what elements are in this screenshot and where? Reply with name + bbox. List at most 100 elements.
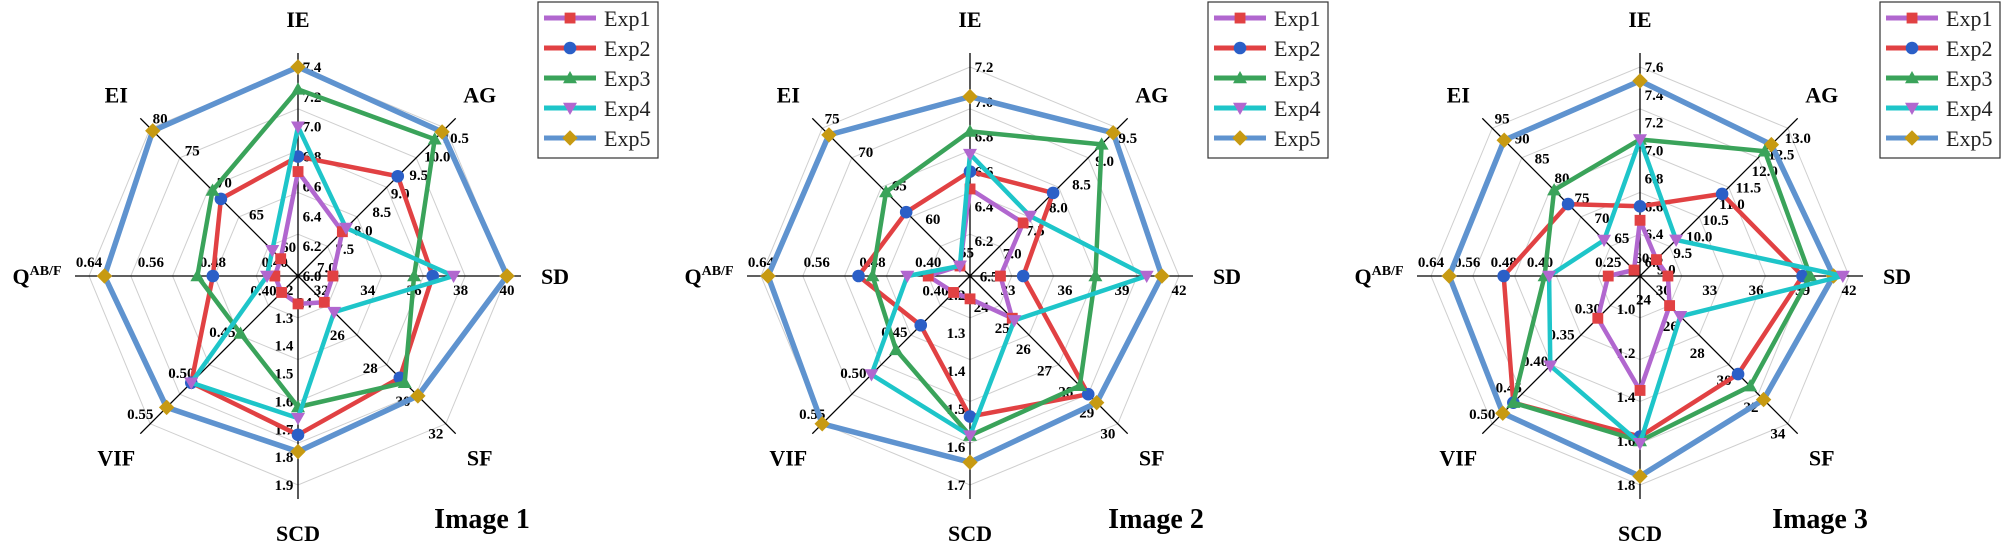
data-point	[1017, 217, 1029, 229]
data-point	[995, 270, 1006, 282]
tick-label: 10.0	[424, 150, 450, 166]
legend-marker	[562, 130, 578, 146]
data-point	[1543, 360, 1558, 373]
tick-label: 7.0	[1645, 144, 1664, 160]
tick-label: 60	[1634, 251, 1649, 267]
axis-label: EI	[777, 82, 800, 107]
tick-label: 28	[1690, 346, 1705, 362]
data-point	[1561, 197, 1575, 211]
tick-label: 0.56	[138, 255, 165, 271]
data-point	[922, 270, 934, 282]
data-point	[290, 443, 306, 460]
data-point	[1602, 270, 1614, 282]
data-point	[864, 369, 879, 382]
data-point	[962, 88, 978, 105]
tick-label: 70	[1595, 211, 1610, 227]
tick-label: 42	[1842, 283, 1857, 299]
legend-label: Exp4	[604, 96, 650, 121]
data-point	[499, 268, 515, 284]
data-point	[948, 287, 960, 298]
tick-label: 65	[249, 208, 264, 224]
tick-label: 0.25	[1595, 255, 1621, 271]
tick-label: 6.2	[975, 234, 994, 250]
legend-item-exp5: Exp5	[1886, 126, 1992, 151]
tick-label: 0.50	[840, 366, 866, 382]
data-point	[265, 245, 280, 258]
tick-label: 1.5	[275, 367, 294, 383]
data-point	[1715, 187, 1729, 201]
tick-label: 0.40	[1527, 255, 1553, 271]
tick-label: 1.4	[1617, 390, 1636, 406]
data-point	[145, 123, 161, 139]
data-point	[1597, 234, 1612, 248]
legend-label: Exp3	[1946, 66, 1992, 91]
tick-label: 1.6	[947, 440, 966, 456]
tick-label: 7.2	[1645, 116, 1664, 132]
tick-label: 7.6	[1645, 60, 1664, 76]
tick-label: 0.50	[1469, 407, 1495, 423]
legend-item-exp2: Exp2	[1214, 36, 1320, 61]
data-point	[1154, 268, 1170, 284]
data-point	[290, 59, 306, 75]
data-point	[964, 183, 976, 195]
data-point	[1081, 387, 1095, 401]
data-point	[1088, 394, 1105, 411]
axis-label: EI	[105, 82, 128, 107]
legend-label: Exp2	[604, 36, 650, 61]
data-point	[291, 121, 305, 134]
data-point	[900, 270, 915, 283]
tick-label: 30	[1100, 427, 1115, 443]
data-point	[879, 185, 894, 198]
legend-item-exp2: Exp2	[544, 36, 650, 61]
axis-label: SCD	[276, 521, 320, 546]
data-point	[233, 326, 248, 339]
data-point	[1731, 367, 1745, 381]
legend-item-exp5: Exp5	[544, 126, 650, 151]
legend-marker	[1234, 12, 1246, 24]
tick-label: 0.64	[1418, 255, 1445, 271]
tick-label: 7.0	[303, 120, 322, 136]
data-point	[914, 318, 928, 332]
data-point	[184, 377, 199, 390]
data-point	[291, 150, 305, 163]
data-point	[963, 410, 977, 423]
data-point	[291, 412, 305, 426]
tick-label: 0.64	[76, 255, 103, 271]
tick-label: 0.56	[804, 255, 831, 271]
legend-marker	[563, 71, 577, 84]
chart-title: Image 1	[434, 504, 530, 535]
axis-label: SCD	[1618, 521, 1662, 546]
axis-label: AG	[1135, 82, 1168, 107]
legend-item-exp1: Exp1	[1886, 6, 1992, 31]
tick-label: 1.3	[275, 311, 294, 327]
legend-item-exp1: Exp1	[1214, 6, 1320, 31]
data-point	[292, 166, 304, 177]
data-point	[1094, 137, 1109, 150]
data-point	[291, 428, 305, 442]
legend-marker	[1233, 71, 1247, 84]
legend-marker	[1905, 71, 1919, 84]
legend-item-exp1: Exp1	[544, 6, 650, 31]
data-point	[760, 268, 776, 284]
data-point	[1634, 214, 1646, 226]
axis-label: SD	[541, 264, 569, 289]
tick-label: 34	[360, 283, 376, 299]
legend-item-exp2: Exp2	[1886, 36, 1992, 61]
series-exp5	[760, 88, 1170, 470]
legend-marker	[1233, 41, 1247, 55]
legend-label: Exp5	[604, 126, 650, 151]
data-point	[865, 269, 880, 282]
legend-item-exp4: Exp4	[1214, 96, 1320, 121]
series-exp1	[269, 166, 348, 310]
chart-title: Image 2	[1108, 504, 1204, 535]
tick-label: 32	[428, 427, 443, 443]
axis-label: QAB/F	[1354, 264, 1403, 289]
tick-label: 42	[1172, 283, 1187, 299]
data-point	[1542, 270, 1557, 283]
data-point	[1441, 268, 1457, 284]
data-point	[1495, 405, 1511, 421]
tick-label: 0.40	[915, 255, 941, 271]
data-point	[1634, 385, 1646, 396]
legend-marker	[1232, 130, 1248, 146]
axis-label: IE	[286, 7, 309, 32]
